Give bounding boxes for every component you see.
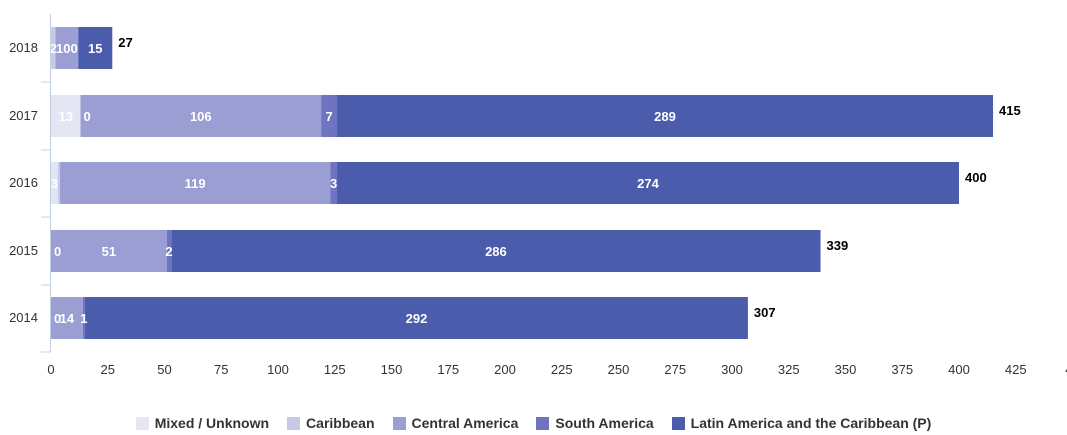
segment-label: 119 <box>185 176 206 191</box>
bar-segment <box>171 230 821 272</box>
segment-label: 292 <box>406 311 428 326</box>
y-tick-label: 2015 <box>9 243 38 258</box>
x-tick-label: 275 <box>664 362 686 377</box>
legend-item[interactable]: South America <box>536 415 654 431</box>
segment-label: 2 <box>165 244 172 259</box>
segment-label: 100 <box>56 41 78 56</box>
legend-item[interactable]: Caribbean <box>287 415 375 431</box>
x-tick-label: 350 <box>835 362 857 377</box>
legend-swatch <box>536 416 550 430</box>
segment-label: 289 <box>654 109 676 124</box>
x-tick-label: 100 <box>267 362 289 377</box>
segment-label: 0 <box>54 244 61 259</box>
legend-swatch <box>287 416 301 430</box>
y-tick-label: 2016 <box>9 175 38 190</box>
segment-label: 1 <box>80 311 87 326</box>
segment-label: 106 <box>190 109 212 124</box>
total-label: 400 <box>965 170 987 185</box>
segment-label: 2 <box>50 41 57 56</box>
x-tick-label: 375 <box>891 362 913 377</box>
bar-segment <box>330 162 338 204</box>
x-tick-label: 175 <box>437 362 459 377</box>
bars-group <box>51 27 994 339</box>
x-tick-label: 250 <box>608 362 630 377</box>
x-tick-label: 25 <box>101 362 115 377</box>
legend-label: Mixed / Unknown <box>154 415 270 431</box>
legend-label: Central America <box>411 415 519 431</box>
total-label: 339 <box>827 238 849 253</box>
bar-segment <box>321 95 338 137</box>
legend-item[interactable]: Central America <box>392 415 519 431</box>
x-tick-label: 150 <box>381 362 403 377</box>
bar-segment <box>78 27 113 69</box>
legend-swatch <box>135 416 149 430</box>
y-tick-label: 2018 <box>9 40 38 55</box>
bar-segment <box>337 162 959 204</box>
legend-swatch <box>392 416 406 430</box>
legend-swatch <box>671 416 685 430</box>
legend-label: Latin America and the Caribbean (P) <box>690 415 932 431</box>
legend: Mixed / Unknown Caribbean Central America S… <box>0 415 1067 431</box>
segment-label: 13 <box>59 109 73 124</box>
total-label: 307 <box>754 305 776 320</box>
x-tick-label: 50 <box>157 362 171 377</box>
bar-segment <box>51 297 83 339</box>
bar-segment <box>82 297 86 339</box>
legend-item[interactable]: Mixed / Unknown <box>135 415 270 431</box>
total-label: 415 <box>999 103 1021 118</box>
segment-label: 3 <box>330 176 337 191</box>
bar-segment <box>57 162 61 204</box>
segment-label: 0 <box>84 109 91 124</box>
bar-segment <box>51 95 81 137</box>
total-label: 27 <box>118 35 132 50</box>
bar-segment <box>166 230 172 272</box>
x-tick-label: 425 <box>1005 362 1027 377</box>
x-tick-label: 200 <box>494 362 516 377</box>
x-tick-label: 45 <box>1065 362 1067 377</box>
segment-label: 7 <box>325 109 332 124</box>
x-tick-label: 75 <box>214 362 228 377</box>
segment-label: 274 <box>637 176 659 191</box>
bar-segment <box>51 27 56 69</box>
legend-item[interactable]: Latin America and the Caribbean (P) <box>671 415 932 431</box>
bar-segment <box>337 95 994 137</box>
x-axis: 0 25 50 75 100 125 150 175 200 225 250 275 300 325 350… <box>47 362 1067 377</box>
y-tick-label: 2014 <box>9 310 38 325</box>
bar-segment <box>51 162 58 204</box>
y-axis: 2018 2017 2016 2015 2014 <box>9 14 51 353</box>
segment-label: 286 <box>485 244 507 259</box>
x-tick-label: 125 <box>324 362 346 377</box>
bar-segment <box>85 297 748 339</box>
segment-label: 51 <box>102 244 116 259</box>
legend-label: Caribbean <box>306 415 375 431</box>
x-tick-label: 325 <box>778 362 800 377</box>
x-tick-label: 400 <box>948 362 970 377</box>
segment-label: 14 <box>60 311 75 326</box>
segment-label: 3 <box>51 176 58 191</box>
segment-label: 15 <box>88 41 102 56</box>
x-tick-label: 225 <box>551 362 573 377</box>
legend-label: South America <box>555 415 654 431</box>
bar-segment <box>55 27 79 69</box>
x-tick-label: 0 <box>47 362 54 377</box>
bar-segment <box>80 95 322 137</box>
bar-segment <box>60 162 331 204</box>
y-tick-label: 2017 <box>9 108 38 123</box>
segment-label: 0 <box>54 311 61 326</box>
x-tick-label: 300 <box>721 362 743 377</box>
bar-segment <box>51 230 167 272</box>
